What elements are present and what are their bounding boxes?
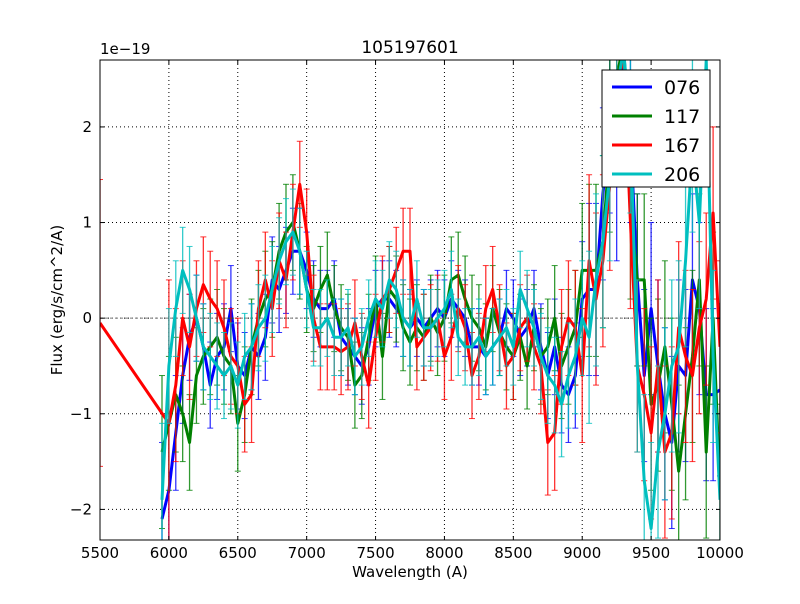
legend-label-117: 117: [664, 106, 700, 128]
x-tick-label: 7500: [356, 544, 394, 562]
plot-area: [100, 60, 720, 540]
x-tick-label: 9000: [563, 544, 601, 562]
x-tick-label: 6500: [219, 544, 257, 562]
y-axis-label: Flux (erg/s/cm^2/A): [48, 225, 66, 376]
legend-label-167: 167: [664, 135, 700, 157]
x-tick-label: 9500: [632, 544, 670, 562]
x-axis-label: Wavelength (A): [352, 563, 468, 581]
x-tick-label: 7000: [288, 544, 326, 562]
x-tick-label: 6000: [150, 544, 188, 562]
x-tick-label: 5500: [81, 544, 119, 562]
y-tick-label: 2: [82, 118, 92, 136]
x-tick-label: 8000: [425, 544, 463, 562]
y-offset-text: 1e−19: [100, 40, 150, 58]
x-tick-label: 10000: [696, 544, 744, 562]
legend-box: [601, 69, 711, 188]
y-tick-label: −2: [70, 500, 92, 518]
y-tick-label: 1: [82, 214, 92, 232]
ticks: 5500 6000 6500 7000 7500 8000 8500 9000 9500 1000…: [70, 60, 744, 562]
x-tick-label: 8500: [494, 544, 532, 562]
legend-label-206: 206: [664, 164, 700, 186]
axes-frame: [99, 59, 721, 541]
chart-title: 105197601: [361, 38, 458, 58]
legend-label-076: 076: [664, 77, 700, 99]
series-206: [159, 60, 720, 540]
y-tick-label: 0: [82, 309, 92, 327]
y-tick-label: −1: [70, 405, 92, 423]
legend: 076 117 167 206: [601, 69, 711, 188]
